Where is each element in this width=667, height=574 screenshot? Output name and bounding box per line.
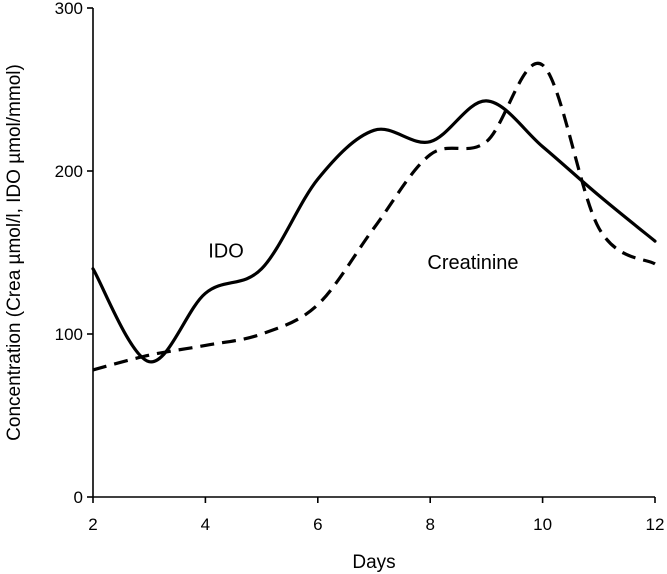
series-label-ido: IDO: [208, 240, 244, 262]
y-tick-label: 200: [55, 162, 83, 181]
x-tick-label: 10: [533, 515, 552, 534]
x-tick-label: 2: [88, 515, 97, 534]
y-axis-title: Concentration (Crea µmol/l, IDO µmol/mmo…: [4, 64, 25, 441]
y-axis-ticks: 0 100 200 300: [55, 0, 93, 507]
series-layer: [91, 61, 657, 372]
series-label-creatinine: Creatinine: [427, 252, 518, 274]
y-tick-label: 100: [55, 325, 83, 344]
x-tick-label: 4: [201, 515, 210, 534]
series-line-creatinine: [92, 61, 656, 372]
x-tick-label: 12: [646, 515, 665, 534]
series-line-ido: [91, 99, 657, 364]
x-tick-label: 8: [425, 515, 434, 534]
axes: [92, 8, 655, 498]
y-tick-label: 0: [74, 488, 83, 507]
y-tick-label: 300: [55, 0, 83, 18]
x-axis-ticks: 2 4 6 8 10 12: [88, 497, 664, 534]
x-tick-label: 6: [313, 515, 322, 534]
x-axis-title: Days: [352, 552, 395, 573]
